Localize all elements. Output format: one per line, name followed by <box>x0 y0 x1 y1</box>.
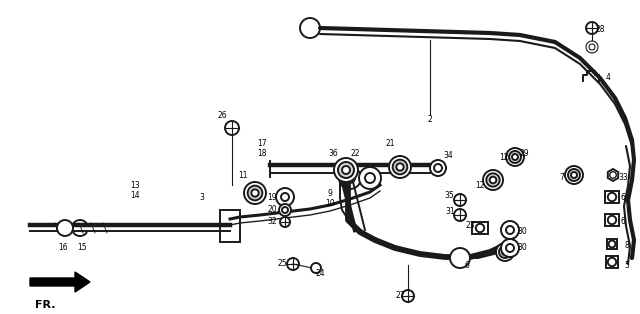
Text: 30: 30 <box>517 228 527 236</box>
Text: 12: 12 <box>499 154 509 163</box>
Text: 10: 10 <box>325 198 335 208</box>
Text: 24: 24 <box>315 269 325 279</box>
Circle shape <box>287 258 299 270</box>
Circle shape <box>334 158 358 182</box>
Circle shape <box>280 217 290 227</box>
Text: 11: 11 <box>238 171 248 180</box>
Text: 32: 32 <box>267 218 277 226</box>
Text: 2: 2 <box>428 116 433 124</box>
Circle shape <box>338 162 354 178</box>
Text: 12: 12 <box>476 181 484 190</box>
Circle shape <box>502 249 508 255</box>
Text: 23: 23 <box>465 220 475 230</box>
Text: 6: 6 <box>621 218 625 226</box>
Circle shape <box>490 177 497 183</box>
Text: 8: 8 <box>625 241 629 250</box>
Circle shape <box>483 170 503 190</box>
Circle shape <box>430 160 446 176</box>
Circle shape <box>506 148 524 166</box>
Circle shape <box>252 189 259 197</box>
Circle shape <box>311 263 321 273</box>
Circle shape <box>586 41 598 53</box>
Bar <box>606 256 618 268</box>
Text: 4: 4 <box>605 73 611 82</box>
Text: 28: 28 <box>595 25 605 35</box>
Circle shape <box>244 182 266 204</box>
Circle shape <box>359 167 381 189</box>
Circle shape <box>499 246 511 258</box>
Circle shape <box>279 204 291 216</box>
Text: 25: 25 <box>277 259 287 268</box>
Circle shape <box>454 194 466 206</box>
Text: 29: 29 <box>519 149 529 158</box>
Text: 26: 26 <box>217 111 227 120</box>
Text: 9: 9 <box>328 188 332 198</box>
Circle shape <box>339 167 361 189</box>
Circle shape <box>501 239 519 257</box>
Circle shape <box>57 220 73 236</box>
Text: 13: 13 <box>130 181 140 190</box>
Circle shape <box>248 186 262 200</box>
Text: 30: 30 <box>517 243 527 252</box>
Bar <box>472 222 488 234</box>
Circle shape <box>565 166 583 184</box>
Circle shape <box>486 173 500 187</box>
Text: 35: 35 <box>444 192 454 201</box>
Circle shape <box>571 172 577 178</box>
Text: 22: 22 <box>350 149 360 158</box>
Text: 34: 34 <box>443 150 453 160</box>
Circle shape <box>450 248 470 268</box>
Text: 15: 15 <box>77 243 87 252</box>
Bar <box>605 191 619 203</box>
Circle shape <box>393 160 407 174</box>
Bar <box>220 210 240 242</box>
Text: 20: 20 <box>267 205 277 214</box>
Circle shape <box>586 22 598 34</box>
Circle shape <box>512 154 518 160</box>
Polygon shape <box>608 169 618 181</box>
Text: 31: 31 <box>445 208 455 216</box>
Circle shape <box>568 169 580 181</box>
Circle shape <box>225 121 239 135</box>
Text: 6: 6 <box>465 261 469 269</box>
Circle shape <box>454 209 466 221</box>
Text: 14: 14 <box>130 192 140 201</box>
Bar <box>605 214 619 226</box>
Circle shape <box>276 188 294 206</box>
Text: 21: 21 <box>385 138 395 148</box>
Circle shape <box>300 18 320 38</box>
Text: 36: 36 <box>328 149 338 158</box>
Text: 19: 19 <box>267 192 277 202</box>
Text: 3: 3 <box>200 192 204 202</box>
Circle shape <box>509 151 521 163</box>
Bar <box>607 239 617 249</box>
Polygon shape <box>30 272 90 292</box>
Circle shape <box>501 221 519 239</box>
Text: 16: 16 <box>58 243 68 252</box>
Text: 33: 33 <box>618 174 628 182</box>
Text: 5: 5 <box>625 262 629 270</box>
Circle shape <box>402 290 414 302</box>
Text: 18: 18 <box>257 149 267 158</box>
Text: 6: 6 <box>621 193 625 203</box>
Text: 7: 7 <box>559 174 564 182</box>
Text: 17: 17 <box>257 138 267 148</box>
Circle shape <box>389 156 411 178</box>
Circle shape <box>396 163 404 171</box>
Text: FR.: FR. <box>35 300 56 310</box>
Circle shape <box>496 243 514 261</box>
Circle shape <box>342 166 350 174</box>
Text: 27: 27 <box>395 290 405 300</box>
